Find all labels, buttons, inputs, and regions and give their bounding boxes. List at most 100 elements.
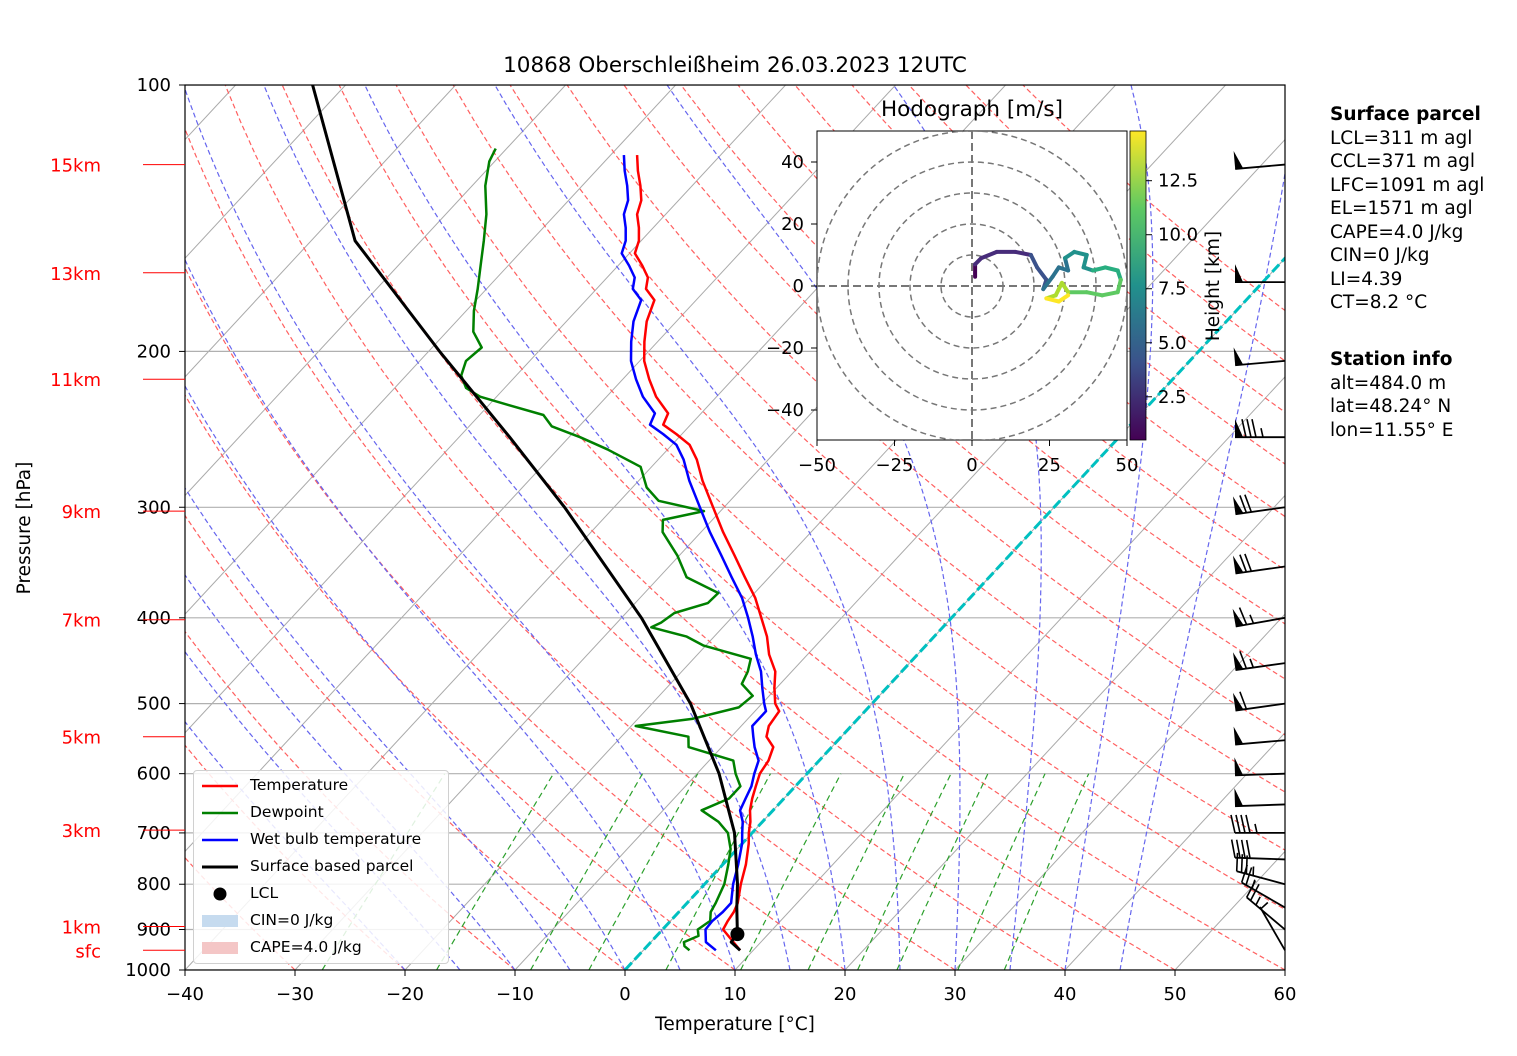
wetbulb-line <box>620 155 768 952</box>
height-label: 15km <box>50 156 101 177</box>
temperature-line <box>633 155 781 952</box>
wind-barb <box>1240 864 1286 909</box>
hodograph-segment <box>1072 249 1089 257</box>
isotherm-line <box>844 494 1285 970</box>
station-info: Station info alt=484.0 m lat=48.24° N lo… <box>1330 348 1453 442</box>
y-tick-label: 800 <box>137 874 171 895</box>
legend-label: CIN=0 J/kg <box>250 911 334 929</box>
colorbar <box>1129 130 1147 441</box>
wind-barb <box>1232 607 1286 628</box>
colorbar-tick-label: 12.5 <box>1158 171 1198 192</box>
hodograph-segment <box>1056 293 1071 304</box>
height-label: sfc <box>75 941 101 962</box>
chart-legend: Temperature Dewpoint Wet bulb temperatur… <box>193 770 449 964</box>
height-label: 9km <box>62 502 101 523</box>
legend-label: Wet bulb temperature <box>250 830 422 848</box>
legend-item-temperature: Temperature <box>194 774 448 798</box>
info-line: lon=11.55° E <box>1330 419 1454 441</box>
info-line: EL=1571 m agl <box>1330 198 1473 219</box>
chart-title: 10868 Oberschleißheim 26.03.2023 12UTC <box>503 53 967 78</box>
info-line: LFC=1091 m agl <box>1330 174 1485 196</box>
legend-label: Surface based parcel <box>250 857 414 875</box>
isotherm-line <box>185 85 456 378</box>
isotherm-line <box>185 85 786 734</box>
moist-adiabat-line <box>185 573 516 970</box>
legend-item-lcl: LCL <box>194 882 448 906</box>
wind-barb <box>1233 150 1286 170</box>
wind-barb <box>1234 788 1286 808</box>
y-tick-label: 600 <box>137 764 171 785</box>
dry-adiabat-line <box>185 393 736 970</box>
x-tick-label: −20 <box>386 984 424 1005</box>
moist-adiabat-line <box>263 85 791 970</box>
y-tick-label: 400 <box>137 608 171 629</box>
hodograph-segment <box>979 249 999 261</box>
wind-barb <box>1259 901 1286 951</box>
moist-adiabat-line <box>364 85 846 970</box>
hodograph-segment <box>1063 256 1071 273</box>
legend-item-parcel: Surface based parcel <box>194 855 448 879</box>
hodograph-y-tick-label: 40 <box>781 152 804 173</box>
isotherm-line <box>185 85 566 497</box>
hodograph-x-tick-label: −50 <box>798 455 836 476</box>
wind-barb <box>1233 347 1286 367</box>
info-line: LCL=311 m agl <box>1330 127 1473 149</box>
mixing-ratio-line <box>588 773 699 970</box>
legend-item-wetbulb: Wet bulb temperature <box>194 828 448 852</box>
wind-barb <box>1230 839 1286 861</box>
y-tick-label: 200 <box>137 341 171 362</box>
colorbar-tick-label: 7.5 <box>1158 279 1187 300</box>
hodograph-y-tick-label: −20 <box>766 338 804 359</box>
colorbar-tick-label: 10.0 <box>1158 225 1198 246</box>
dewpoint-line <box>459 148 754 952</box>
hodograph-segment <box>1100 290 1120 298</box>
hodograph-y-tick-label: 0 <box>793 276 804 297</box>
legend-label: Dewpoint <box>250 803 324 821</box>
y-tick-label: 100 <box>137 75 171 96</box>
x-tick-label: 10 <box>724 984 747 1005</box>
moist-adiabat-line <box>185 487 571 970</box>
mixing-ratio-line <box>896 773 989 970</box>
hodograph-segment <box>1044 296 1061 304</box>
y-tick-label: 300 <box>137 497 171 518</box>
mixing-ratio-line <box>436 773 555 970</box>
x-tick-label: 30 <box>944 984 967 1005</box>
dry-adiabat-line <box>224 85 1066 970</box>
moist-adiabat-line <box>494 85 901 970</box>
hodograph-x-tick-label: 50 <box>1116 455 1139 476</box>
hodograph-x-tick-label: 25 <box>1038 455 1061 476</box>
y-tick-label: 900 <box>137 920 171 941</box>
wind-barb <box>1232 691 1286 712</box>
y-tick-label: 500 <box>137 694 171 715</box>
dry-adiabat-line <box>395 85 1285 911</box>
mixing-ratio-line <box>807 773 905 970</box>
hodograph-segment <box>1053 280 1064 298</box>
isotherm-line <box>954 613 1285 970</box>
legend-item-dewpoint: Dewpoint <box>194 801 448 825</box>
wind-barb <box>1230 814 1285 834</box>
isotherm-line <box>185 85 346 259</box>
hodograph-segment <box>1041 274 1055 292</box>
hodograph-segment <box>1103 265 1120 273</box>
x-tick-label: 0 <box>619 984 630 1005</box>
station-info-heading: Station info <box>1330 349 1453 370</box>
mixing-ratio-line <box>740 773 842 970</box>
wind-barb <box>1235 419 1285 439</box>
legend-item-cape: CAPE=4.0 J/kg <box>194 936 448 960</box>
mixing-ratio-line <box>1003 773 1090 970</box>
dry-adiabat-line <box>509 85 1285 793</box>
hodograph-panel <box>816 130 1128 441</box>
hodograph-segment <box>1035 265 1049 282</box>
mixing-ratio-line <box>857 773 952 970</box>
hodograph-x-tick-label: 0 <box>966 455 977 476</box>
mixing-ratio-line <box>530 773 644 970</box>
hodograph-segment <box>1081 253 1089 270</box>
wind-barb <box>1232 650 1286 671</box>
info-line: alt=484.0 m <box>1330 372 1447 394</box>
height-label: 5km <box>62 728 101 749</box>
hodograph-segment <box>1084 290 1105 298</box>
wind-barb <box>1234 757 1286 777</box>
isotherm-line <box>514 138 1285 970</box>
dry-adiabat-line <box>185 514 626 970</box>
